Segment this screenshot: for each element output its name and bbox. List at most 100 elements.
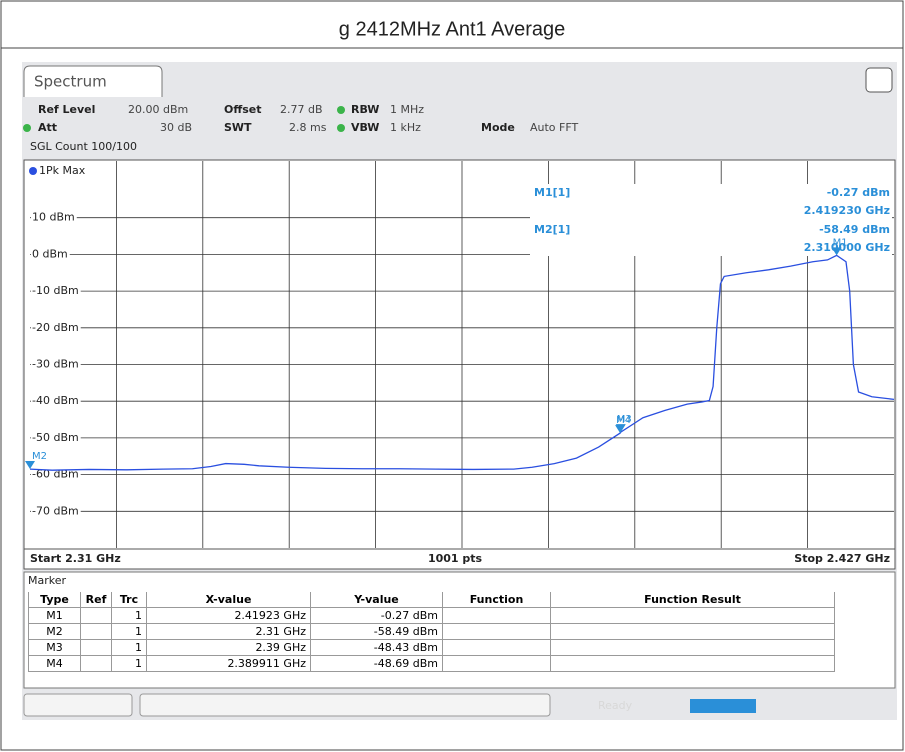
table-cell: -58.49 dBm [310,623,443,640]
table-cell: 2.389911 GHz [146,655,311,672]
y-tick-label: -70 dBm [32,504,79,517]
table-row: M4 1 2.389911 GHz -48.69 dBm [28,655,835,672]
table-cell: 2.39 GHz [146,639,311,656]
start-label: Start 2.31 GHz [30,552,121,565]
marker [831,247,842,256]
y-tick-label: -40 dBm [32,394,79,407]
status-dot [23,124,31,132]
column-header: Y-value [310,592,443,608]
setting-label: Offset [224,103,262,116]
table-title: Marker [28,574,66,587]
table-cell [550,607,835,624]
table-cell: -48.69 dBm [310,655,443,672]
menu-button[interactable] [865,67,893,93]
points-label: 1001 pts [428,552,483,565]
column-header: Ref [80,592,112,608]
readout-x: 2.310000 GHz [804,241,890,254]
table-row: M3 1 2.39 GHz -48.43 dBm [28,639,835,656]
table-cell: -48.43 dBm [310,639,443,656]
marker-label: M2 [32,451,47,462]
marker-label: M4 [616,415,631,426]
y-tick-label: -10 dBm [32,284,79,297]
tab-label[interactable]: Spectrum [34,73,107,91]
tick-bg [31,320,81,334]
y-tick-label: 10 dBm [32,211,75,224]
readout-name: M2[1] [534,223,570,236]
table-cell [550,639,835,656]
setting-value: 20.00 dBm [128,103,188,116]
tab[interactable] [23,65,163,97]
setting-label: Mode [481,121,515,134]
table-cell [442,607,551,624]
tick-bg [31,504,81,518]
table-cell: M1 [28,607,81,624]
setting-value: 2.8 ms [289,121,327,134]
y-tick-label: -30 dBm [32,358,79,371]
trace-dot [29,167,37,175]
setting-value: 1 MHz [390,103,424,116]
table-cell [442,623,551,640]
sweep-count: SGL Count 100/100 [30,140,137,153]
table-cell: 2.31 GHz [146,623,311,640]
readout-x: 2.419230 GHz [804,204,890,217]
column-header: Function Result [550,592,835,608]
page-title: g 2412MHz Ant1 Average [339,18,565,40]
setting-value: 30 dB [160,121,192,134]
column-header: Function [442,592,551,608]
table-cell [80,623,112,640]
setting-label: Ref Level [38,103,95,116]
setting-label: VBW [351,121,379,134]
stop-label: Stop 2.427 GHz [794,552,890,565]
table-cell: 1 [111,655,147,672]
readout-y: -58.49 dBm [819,223,890,236]
status-text: Ready [598,699,633,712]
setting-value: 2.77 dB [280,103,323,116]
table-cell [550,655,835,672]
status-dot [337,106,345,114]
status-box [23,693,133,717]
tick-bg [31,394,81,408]
y-tick-label: -60 dBm [32,468,79,481]
column-header: Type [28,592,81,608]
progress-bar [690,699,756,713]
marker-table: Type Ref Trc X-value Y-value Function Function… [28,592,835,672]
table-cell: -0.27 dBm [310,607,443,624]
table-cell [442,639,551,656]
readout-bg [530,184,892,256]
table-cell: 2.41923 GHz [146,607,311,624]
status-box [139,693,551,717]
setting-label: RBW [351,103,379,116]
table-cell: M2 [28,623,81,640]
trace [29,254,895,471]
table-cell: M4 [28,655,81,672]
tick-bg [31,357,81,371]
marker [615,425,626,434]
y-tick-label: -20 dBm [32,321,79,334]
trace-label: 1Pk Max [39,164,86,177]
table-cell [80,607,112,624]
table-cell [80,655,112,672]
table-cell [442,655,551,672]
setting-label: Att [38,121,57,134]
tick-bg [31,247,70,261]
table-cell: M3 [28,639,81,656]
tick-bg [31,467,81,481]
setting-label: SWT [224,121,252,134]
table-header: Type Ref Trc X-value Y-value Function Function… [28,592,835,608]
y-tick-label: -50 dBm [32,431,79,444]
table-cell [550,623,835,640]
marker [25,461,35,470]
column-header: Trc [111,592,147,608]
setting-value: Auto FFT [530,121,578,134]
status-dot [337,124,345,132]
tick-bg [31,284,81,298]
readout-name: M1[1] [534,186,570,199]
marker-label: M1 [833,237,848,248]
table-cell: 1 [111,639,147,656]
setting-value: 1 kHz [390,121,421,134]
table-cell: 1 [111,607,147,624]
table-row: M2 1 2.31 GHz -58.49 dBm [28,623,835,640]
